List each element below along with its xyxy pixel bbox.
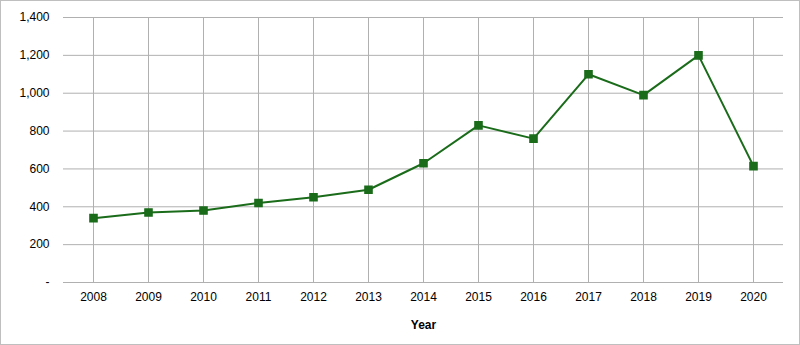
svg-text:1,200: 1,200 [19,48,49,62]
svg-text:2010: 2010 [190,290,217,304]
svg-text:2012: 2012 [300,290,327,304]
svg-text:2017: 2017 [575,290,602,304]
svg-text:2013: 2013 [355,290,382,304]
svg-text:2015: 2015 [465,290,492,304]
svg-text:1,400: 1,400 [19,10,49,24]
svg-text:2011: 2011 [246,290,272,304]
svg-text:600: 600 [29,162,49,176]
svg-text:-: - [46,275,50,289]
svg-text:2016: 2016 [520,290,547,304]
svg-text:Year: Year [411,318,437,332]
svg-text:200: 200 [29,237,49,251]
svg-text:2009: 2009 [135,290,162,304]
svg-text:2008: 2008 [80,290,107,304]
svg-text:2014: 2014 [410,290,437,304]
svg-text:2018: 2018 [630,290,657,304]
svg-text:800: 800 [29,124,49,138]
svg-text:400: 400 [29,200,49,214]
svg-text:2020: 2020 [740,290,767,304]
svg-text:2019: 2019 [685,290,712,304]
svg-text:1,000: 1,000 [19,86,49,100]
